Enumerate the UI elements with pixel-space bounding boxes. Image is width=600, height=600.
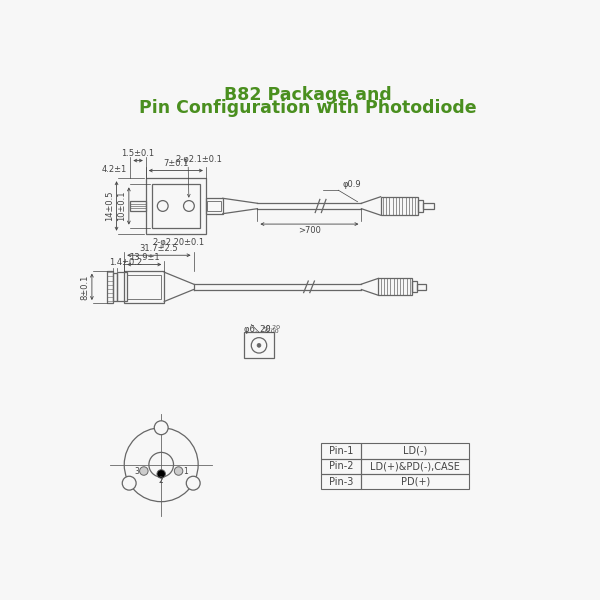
Text: PD(+): PD(+) xyxy=(401,476,430,487)
Bar xyxy=(208,200,221,211)
Bar xyxy=(379,278,412,295)
Text: LD(+)&PD(-),CASE: LD(+)&PD(-),CASE xyxy=(370,461,460,471)
Bar xyxy=(113,273,118,301)
Text: Pin-1: Pin-1 xyxy=(329,446,353,456)
Text: 2-φ2.1±0.1: 2-φ2.1±0.1 xyxy=(175,155,222,164)
Text: 10±0.1: 10±0.1 xyxy=(118,191,127,221)
Bar xyxy=(118,272,127,301)
Text: 0.00: 0.00 xyxy=(262,329,279,334)
Bar xyxy=(124,271,164,303)
Bar xyxy=(127,275,161,299)
Bar xyxy=(380,197,418,215)
Bar xyxy=(361,458,469,474)
Bar xyxy=(322,474,361,490)
Text: B82 Package and: B82 Package and xyxy=(224,86,391,104)
Circle shape xyxy=(175,467,183,475)
Circle shape xyxy=(186,476,200,490)
Circle shape xyxy=(140,467,148,475)
Circle shape xyxy=(157,470,166,478)
Text: 3: 3 xyxy=(134,467,139,476)
Text: 1: 1 xyxy=(183,467,188,476)
Bar xyxy=(361,443,469,458)
Text: 13.9±1: 13.9±1 xyxy=(129,253,160,262)
Bar xyxy=(412,281,417,292)
Text: φ0.9: φ0.9 xyxy=(342,181,361,190)
Text: 31.7±2.5: 31.7±2.5 xyxy=(140,244,178,253)
Text: 1.5±0.1: 1.5±0.1 xyxy=(122,149,155,158)
Circle shape xyxy=(257,343,261,347)
Text: 8±0.1: 8±0.1 xyxy=(80,274,89,299)
Bar xyxy=(417,284,426,290)
Text: +0.20: +0.20 xyxy=(262,325,280,329)
Bar xyxy=(107,271,113,303)
Text: 7±0.1: 7±0.1 xyxy=(163,159,188,168)
Bar xyxy=(322,443,361,458)
Text: 2: 2 xyxy=(159,476,164,485)
Circle shape xyxy=(122,476,136,490)
Bar xyxy=(130,200,146,211)
Text: Pin-2: Pin-2 xyxy=(329,461,353,471)
Bar xyxy=(244,332,274,358)
Text: Pin Configuration with Photodiode: Pin Configuration with Photodiode xyxy=(139,99,476,117)
Circle shape xyxy=(154,421,168,434)
Text: 1.4±0.2: 1.4±0.2 xyxy=(109,258,142,267)
Text: 2-φ2.20±0.1: 2-φ2.20±0.1 xyxy=(152,238,204,247)
Bar xyxy=(146,178,206,233)
Text: 4.2±1: 4.2±1 xyxy=(102,166,127,175)
Bar xyxy=(206,198,223,214)
Text: 14±0.5: 14±0.5 xyxy=(105,191,114,221)
Text: >700: >700 xyxy=(298,226,321,235)
Text: Pin-3: Pin-3 xyxy=(329,476,353,487)
Text: φ6. 20: φ6. 20 xyxy=(244,325,271,334)
Text: LD(-): LD(-) xyxy=(403,446,427,456)
Bar xyxy=(322,458,361,474)
Bar xyxy=(361,474,469,490)
Bar xyxy=(423,203,434,209)
Bar xyxy=(152,184,200,227)
Bar xyxy=(418,200,423,212)
